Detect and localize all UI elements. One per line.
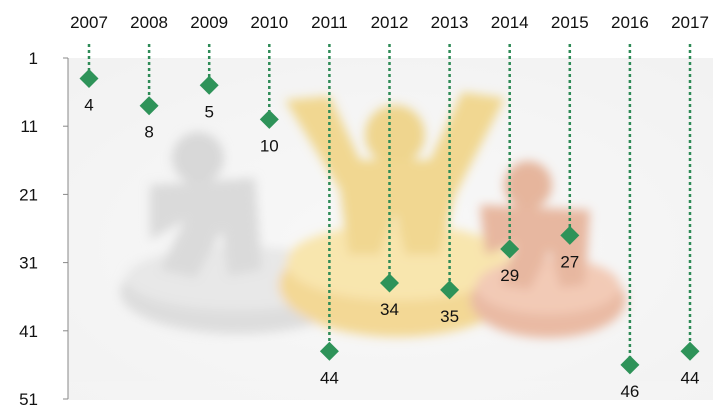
data-label: 44	[681, 368, 700, 387]
data-label: 46	[620, 382, 639, 401]
x-tick-label: 2011	[311, 13, 348, 32]
data-point-marker	[199, 75, 219, 95]
y-tick-label: 51	[19, 390, 38, 409]
data-point-marker	[319, 341, 339, 361]
data-point-marker	[259, 109, 279, 129]
x-tick-label: 2007	[70, 13, 108, 32]
y-tick-label: 21	[19, 185, 38, 204]
data-label: 34	[380, 300, 399, 319]
y-tick-label: 41	[19, 322, 38, 341]
data-label: 8	[144, 123, 153, 142]
x-tick-label: 2017	[671, 13, 709, 32]
x-tick-label: 2008	[130, 13, 168, 32]
y-tick-label: 1	[29, 49, 38, 68]
data-label: 4	[84, 95, 93, 114]
data-labels: 4 8 5 10 44 34 35 29 27 46 44	[84, 95, 699, 400]
x-tick-label: 2010	[250, 13, 288, 32]
data-label: 27	[560, 252, 579, 271]
data-label: 44	[320, 368, 339, 387]
x-tick-label: 2015	[551, 13, 589, 32]
x-tick-label: 2013	[431, 13, 469, 32]
x-axis-ticks: 2007 2008 2009 2010 2011 2012 2013 2014 2015 2016…	[70, 13, 709, 32]
data-label: 10	[260, 136, 279, 155]
data-point-marker	[380, 273, 399, 293]
data-point-marker	[680, 341, 700, 361]
data-point-marker	[560, 225, 580, 245]
podium-background-image	[68, 58, 713, 400]
data-point-marker	[620, 355, 640, 375]
y-tick-label: 11	[20, 117, 38, 136]
data-label: 29	[500, 266, 519, 285]
x-tick-label: 2016	[611, 13, 649, 32]
data-point-marker	[500, 239, 520, 259]
data-point-marker	[139, 96, 159, 116]
leader-lines	[87, 44, 692, 365]
data-label: 35	[440, 307, 459, 326]
data-point-marker	[440, 280, 460, 300]
x-tick-label: 2012	[371, 13, 409, 32]
data-label: 5	[204, 102, 213, 121]
x-tick-label: 2014	[491, 13, 529, 32]
data-point-marker	[79, 68, 99, 88]
x-tick-label: 2009	[190, 13, 228, 32]
data-markers	[79, 68, 700, 375]
y-tick-label: 31	[19, 254, 38, 273]
